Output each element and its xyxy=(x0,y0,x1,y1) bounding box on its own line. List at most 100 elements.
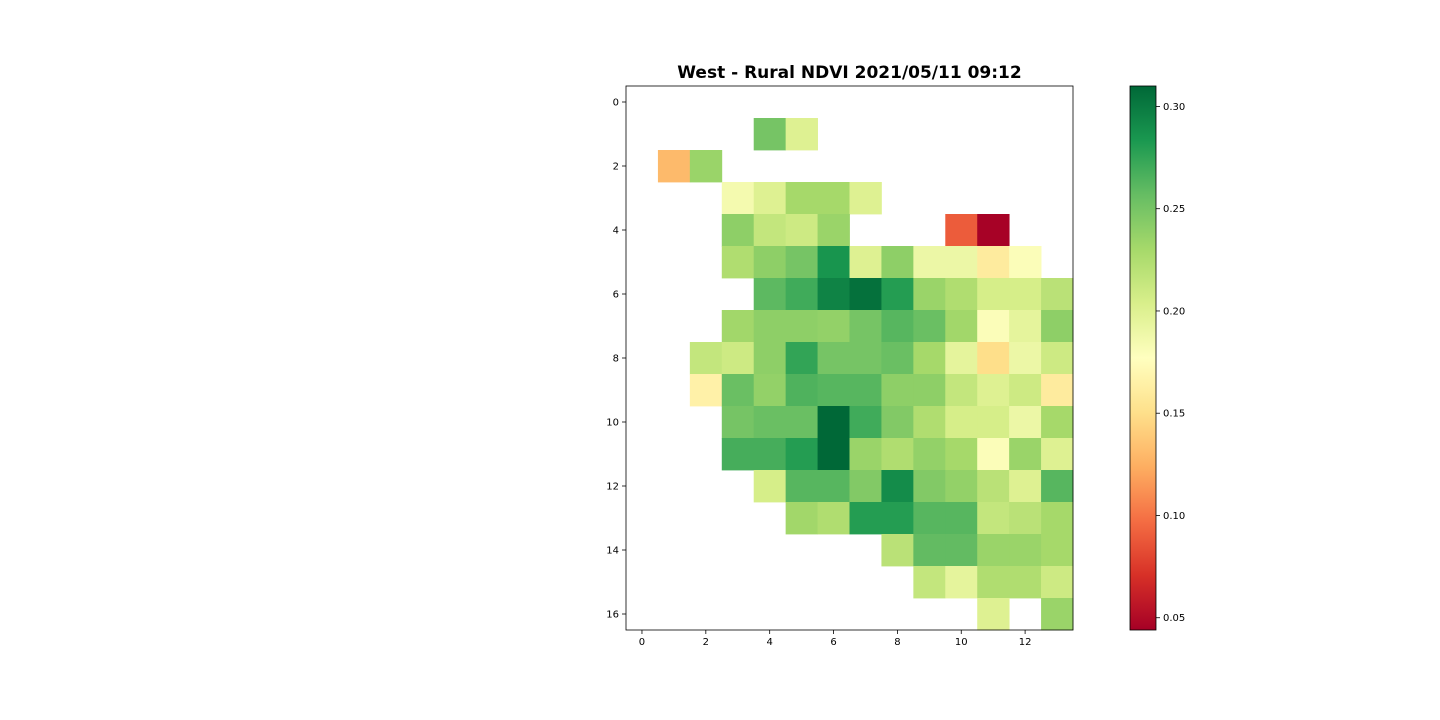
heatmap-cell xyxy=(753,342,787,375)
heatmap-cell xyxy=(881,374,914,407)
colorbar-tick-label: 0.05 xyxy=(1163,613,1185,624)
heatmap-cell xyxy=(817,470,850,503)
heatmap-cell xyxy=(721,246,755,279)
heatmap-cell xyxy=(1009,374,1042,407)
heatmap-cell xyxy=(657,150,691,183)
heatmap-cell xyxy=(753,246,787,279)
heatmap-cell xyxy=(689,374,723,407)
heatmap-cell xyxy=(1041,566,1074,599)
heatmap-cell xyxy=(913,374,946,407)
heatmap-cell xyxy=(1041,534,1074,567)
heatmap-cell xyxy=(977,534,1010,567)
heatmap-cell xyxy=(753,310,787,343)
heatmap-cell xyxy=(977,342,1010,375)
heatmap-cell xyxy=(881,470,914,503)
heatmap-cell xyxy=(721,374,755,407)
heatmap-cell xyxy=(881,246,914,279)
colorbar-tick-label: 0.25 xyxy=(1163,204,1185,215)
heatmap-cell xyxy=(945,342,978,375)
heatmap-cell xyxy=(977,470,1010,503)
heatmap-cell xyxy=(1041,598,1074,631)
heatmap-cell xyxy=(817,438,850,471)
heatmap-cell xyxy=(817,406,850,439)
heatmap-cell xyxy=(977,278,1010,311)
heatmap-cell xyxy=(913,342,946,375)
y-tick-label: 8 xyxy=(613,354,619,365)
heatmap-cell xyxy=(945,214,978,247)
heatmap-cell xyxy=(849,470,882,503)
heatmap-cell xyxy=(977,214,1010,247)
heatmap-cell xyxy=(689,342,723,375)
heatmap-cell xyxy=(977,438,1010,471)
heatmap-cell xyxy=(849,502,882,535)
heatmap-cell xyxy=(1041,470,1074,503)
heatmap-cell xyxy=(1041,278,1074,311)
heatmap-cell xyxy=(753,374,787,407)
heatmap-cell xyxy=(721,438,755,471)
heatmap-cell xyxy=(785,246,818,279)
heatmap-cell xyxy=(817,182,850,215)
heatmap-cell xyxy=(785,214,818,247)
heatmap-cell xyxy=(753,214,787,247)
heatmap-cell xyxy=(977,406,1010,439)
heatmap-cell xyxy=(913,534,946,567)
heatmap-cell xyxy=(945,246,978,279)
heatmap-cell xyxy=(721,342,755,375)
heatmap-cell xyxy=(945,502,978,535)
x-tick-label: 2 xyxy=(703,637,709,648)
heatmap-cell xyxy=(881,342,914,375)
colorbar-gradient xyxy=(1129,85,1157,631)
heatmap-cell xyxy=(785,278,818,311)
heatmap-cell xyxy=(881,278,914,311)
heatmap-cell xyxy=(1009,278,1042,311)
heatmap-cell xyxy=(945,278,978,311)
heatmap-cell xyxy=(977,502,1010,535)
heatmap-cell xyxy=(721,182,755,215)
x-tick-label: 12 xyxy=(1019,637,1032,648)
colorbar-tick-label: 0.30 xyxy=(1163,102,1185,113)
heatmap-cell xyxy=(753,182,787,215)
heatmap-cell xyxy=(753,406,787,439)
heatmap-cell xyxy=(785,374,818,407)
y-tick-label: 6 xyxy=(613,290,619,301)
x-tick-label: 6 xyxy=(830,637,836,648)
y-tick-label: 16 xyxy=(606,610,619,621)
heatmap-cell xyxy=(945,534,978,567)
heatmap-cell xyxy=(945,566,978,599)
heatmap-cell xyxy=(689,150,723,183)
heatmap-cell xyxy=(1041,406,1074,439)
heatmap-cell xyxy=(913,278,946,311)
x-tick-label: 8 xyxy=(894,637,900,648)
y-tick-label: 14 xyxy=(606,546,619,557)
heatmap-cell xyxy=(817,214,850,247)
heatmap-cell xyxy=(913,246,946,279)
heatmap-cell xyxy=(817,374,850,407)
heatmap-cell xyxy=(1041,374,1074,407)
heatmap-cell xyxy=(1041,342,1074,375)
heatmap-cell xyxy=(1009,502,1042,535)
heatmap-cell xyxy=(817,310,850,343)
heatmap-cell xyxy=(721,214,755,247)
heatmap-cell xyxy=(1009,566,1042,599)
y-axis: 0 2 4 6 8 10 12 14 16 xyxy=(606,98,626,621)
heatmap-cell xyxy=(881,502,914,535)
heatmap-cell xyxy=(945,406,978,439)
heatmap-cell xyxy=(977,246,1010,279)
colorbar: 0.05 0.10 0.15 0.20 0.25 0.30 xyxy=(1129,85,1185,631)
heatmap-cell xyxy=(1041,502,1074,535)
heatmap-cell xyxy=(785,502,818,535)
heatmap-cell xyxy=(721,310,755,343)
heatmap-cell xyxy=(881,406,914,439)
heatmap-cell xyxy=(945,310,978,343)
x-tick-label: 4 xyxy=(766,637,772,648)
heatmap-cell xyxy=(913,470,946,503)
x-tick-label: 0 xyxy=(639,637,645,648)
heatmap-cell xyxy=(1009,342,1042,375)
heatmap-cell xyxy=(785,182,818,215)
heatmap-cell xyxy=(849,246,882,279)
heatmap-cell xyxy=(753,470,787,503)
heatmap-cell xyxy=(753,438,787,471)
heatmap-cell xyxy=(1009,310,1042,343)
y-tick-label: 10 xyxy=(606,418,619,429)
